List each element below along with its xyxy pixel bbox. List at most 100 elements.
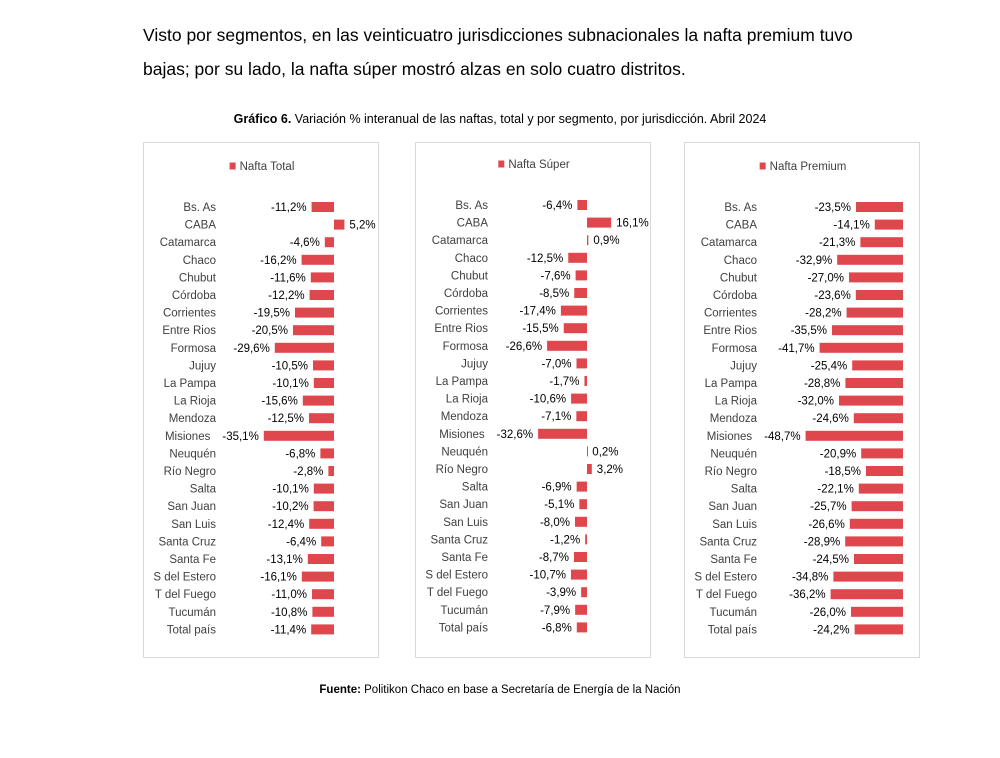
bar	[860, 237, 903, 248]
bar	[575, 270, 587, 281]
bar-row: -24,6% Mendoza	[710, 413, 903, 425]
bar-row: -28,2% Corrientes	[704, 307, 903, 320]
category-label: Misiones	[707, 431, 753, 443]
bar-row: -3,9% T del Fuego	[427, 587, 587, 599]
bar-row: -8,0% San Luis	[443, 516, 587, 529]
bar-row: -25,7% San Juan	[708, 501, 903, 513]
bar-row: -17,4% Corrientes	[435, 305, 587, 318]
bar-row: -15,6% La Rioja	[174, 395, 334, 408]
bar	[587, 446, 588, 457]
bar-row: -10,8% Tucumán	[168, 606, 334, 619]
chart-title-text: Variación % interanual de las naftas, to…	[291, 112, 767, 126]
bar-row: -6,4% Santa Cruz	[158, 536, 334, 548]
category-label: Entre Rios	[162, 325, 216, 337]
value-label: -18,5%	[825, 466, 861, 478]
value-label: -1,7%	[549, 376, 579, 388]
bar-row: -15,5% Entre Rios	[434, 323, 587, 335]
bar	[295, 307, 334, 318]
bar	[849, 518, 903, 529]
bar	[874, 219, 903, 230]
category-label: Corrientes	[163, 308, 216, 320]
bar	[263, 430, 334, 441]
category-label: La Rioja	[446, 394, 489, 406]
bar	[310, 272, 334, 283]
category-label: Neuquén	[169, 448, 216, 460]
value-label: -7,9%	[540, 605, 570, 617]
value-label: -35,1%	[222, 431, 258, 443]
bar-row: -22,1% Salta	[731, 483, 903, 496]
source-note: Fuente: Politikon Chaco en base a Secret…	[0, 684, 1000, 696]
category-label: Santa Fe	[710, 554, 757, 566]
legend-swatch	[759, 162, 766, 170]
bar-row: -41,7% Formosa	[712, 342, 903, 355]
value-label: -25,4%	[811, 360, 847, 372]
bar	[538, 428, 587, 439]
category-label: Chaco	[455, 253, 488, 265]
bar-row: -12,5% Mendoza	[169, 413, 334, 425]
value-label: -10,1%	[272, 484, 308, 496]
bar	[854, 624, 903, 635]
bar-row: 3,2% Río Negro	[436, 464, 623, 476]
bar-row: -5,1% San Juan	[439, 499, 587, 511]
bar	[832, 325, 903, 336]
bar-row: -1,7% La Pampa	[436, 376, 587, 388]
value-label: 16,1%	[616, 218, 649, 230]
value-label: -32,6%	[497, 429, 533, 441]
bar	[313, 378, 334, 388]
bar	[575, 604, 587, 615]
legend-label: Nafta Premium	[770, 161, 847, 173]
bar-row: -10,1% La Pampa	[164, 378, 334, 390]
bar	[853, 413, 903, 424]
value-label: -14,1%	[833, 220, 869, 232]
value-label: -12,2%	[268, 290, 304, 302]
category-label: Tucumán	[440, 605, 488, 617]
bar-row: -12,2% Córdoba	[172, 290, 334, 302]
category-label: Catamarca	[701, 237, 758, 249]
bar-row: -32,6% Misiones	[439, 428, 587, 441]
bar-row: -13,1% Santa Fe	[169, 554, 334, 566]
bar	[568, 252, 587, 263]
bar	[575, 516, 587, 527]
bar-row: -35,5% Entre Rios	[703, 325, 903, 337]
bar	[313, 360, 334, 371]
value-label: -6,8%	[285, 448, 315, 460]
category-label: Corrientes	[435, 306, 488, 318]
category-label: Mendoza	[441, 411, 489, 423]
bar	[301, 254, 334, 265]
category-label: Chubut	[179, 272, 217, 284]
category-label: Chaco	[724, 255, 757, 267]
value-label: -23,5%	[815, 202, 851, 214]
category-label: Mendoza	[169, 413, 217, 425]
category-label: S del Estero	[425, 570, 488, 582]
intro-paragraph: Visto por segmentos, en las veinticuatro…	[143, 25, 853, 79]
value-label: -10,2%	[272, 501, 308, 513]
bar-row: -10,7% S del Estero	[425, 569, 587, 582]
bar-row: -28,9% Santa Cruz	[699, 536, 903, 548]
category-label: Río Negro	[436, 464, 488, 476]
value-label: -32,0%	[798, 396, 834, 408]
category-label: CABA	[457, 218, 489, 230]
value-label: -10,8%	[271, 607, 307, 619]
category-label: Río Negro	[164, 466, 216, 478]
bar	[587, 217, 612, 228]
category-label: Total país	[167, 624, 216, 636]
bar-row: -7,0% Jujuy	[461, 358, 587, 370]
bar	[576, 411, 587, 422]
value-label: -2,8%	[293, 466, 323, 478]
value-label: -28,8%	[804, 378, 840, 390]
category-label: Total país	[439, 622, 488, 634]
category-label: San Juan	[708, 501, 757, 513]
bar-row: 0,2% Neuquén	[441, 446, 619, 458]
category-label: S del Estero	[153, 572, 216, 584]
bar-row: 0,9% Catamarca	[432, 235, 620, 247]
bar	[845, 378, 903, 388]
bar-row: -16,2% Chaco	[183, 254, 334, 267]
bar	[320, 448, 334, 459]
value-label: -15,5%	[522, 323, 558, 335]
bar-row: -8,5% Córdoba	[444, 288, 587, 300]
value-label: -8,7%	[539, 552, 569, 564]
category-label: T del Fuego	[427, 587, 488, 599]
bar-row: -20,9% Neuquén	[710, 448, 903, 460]
value-label: -7,0%	[541, 358, 571, 370]
bar	[585, 534, 587, 545]
